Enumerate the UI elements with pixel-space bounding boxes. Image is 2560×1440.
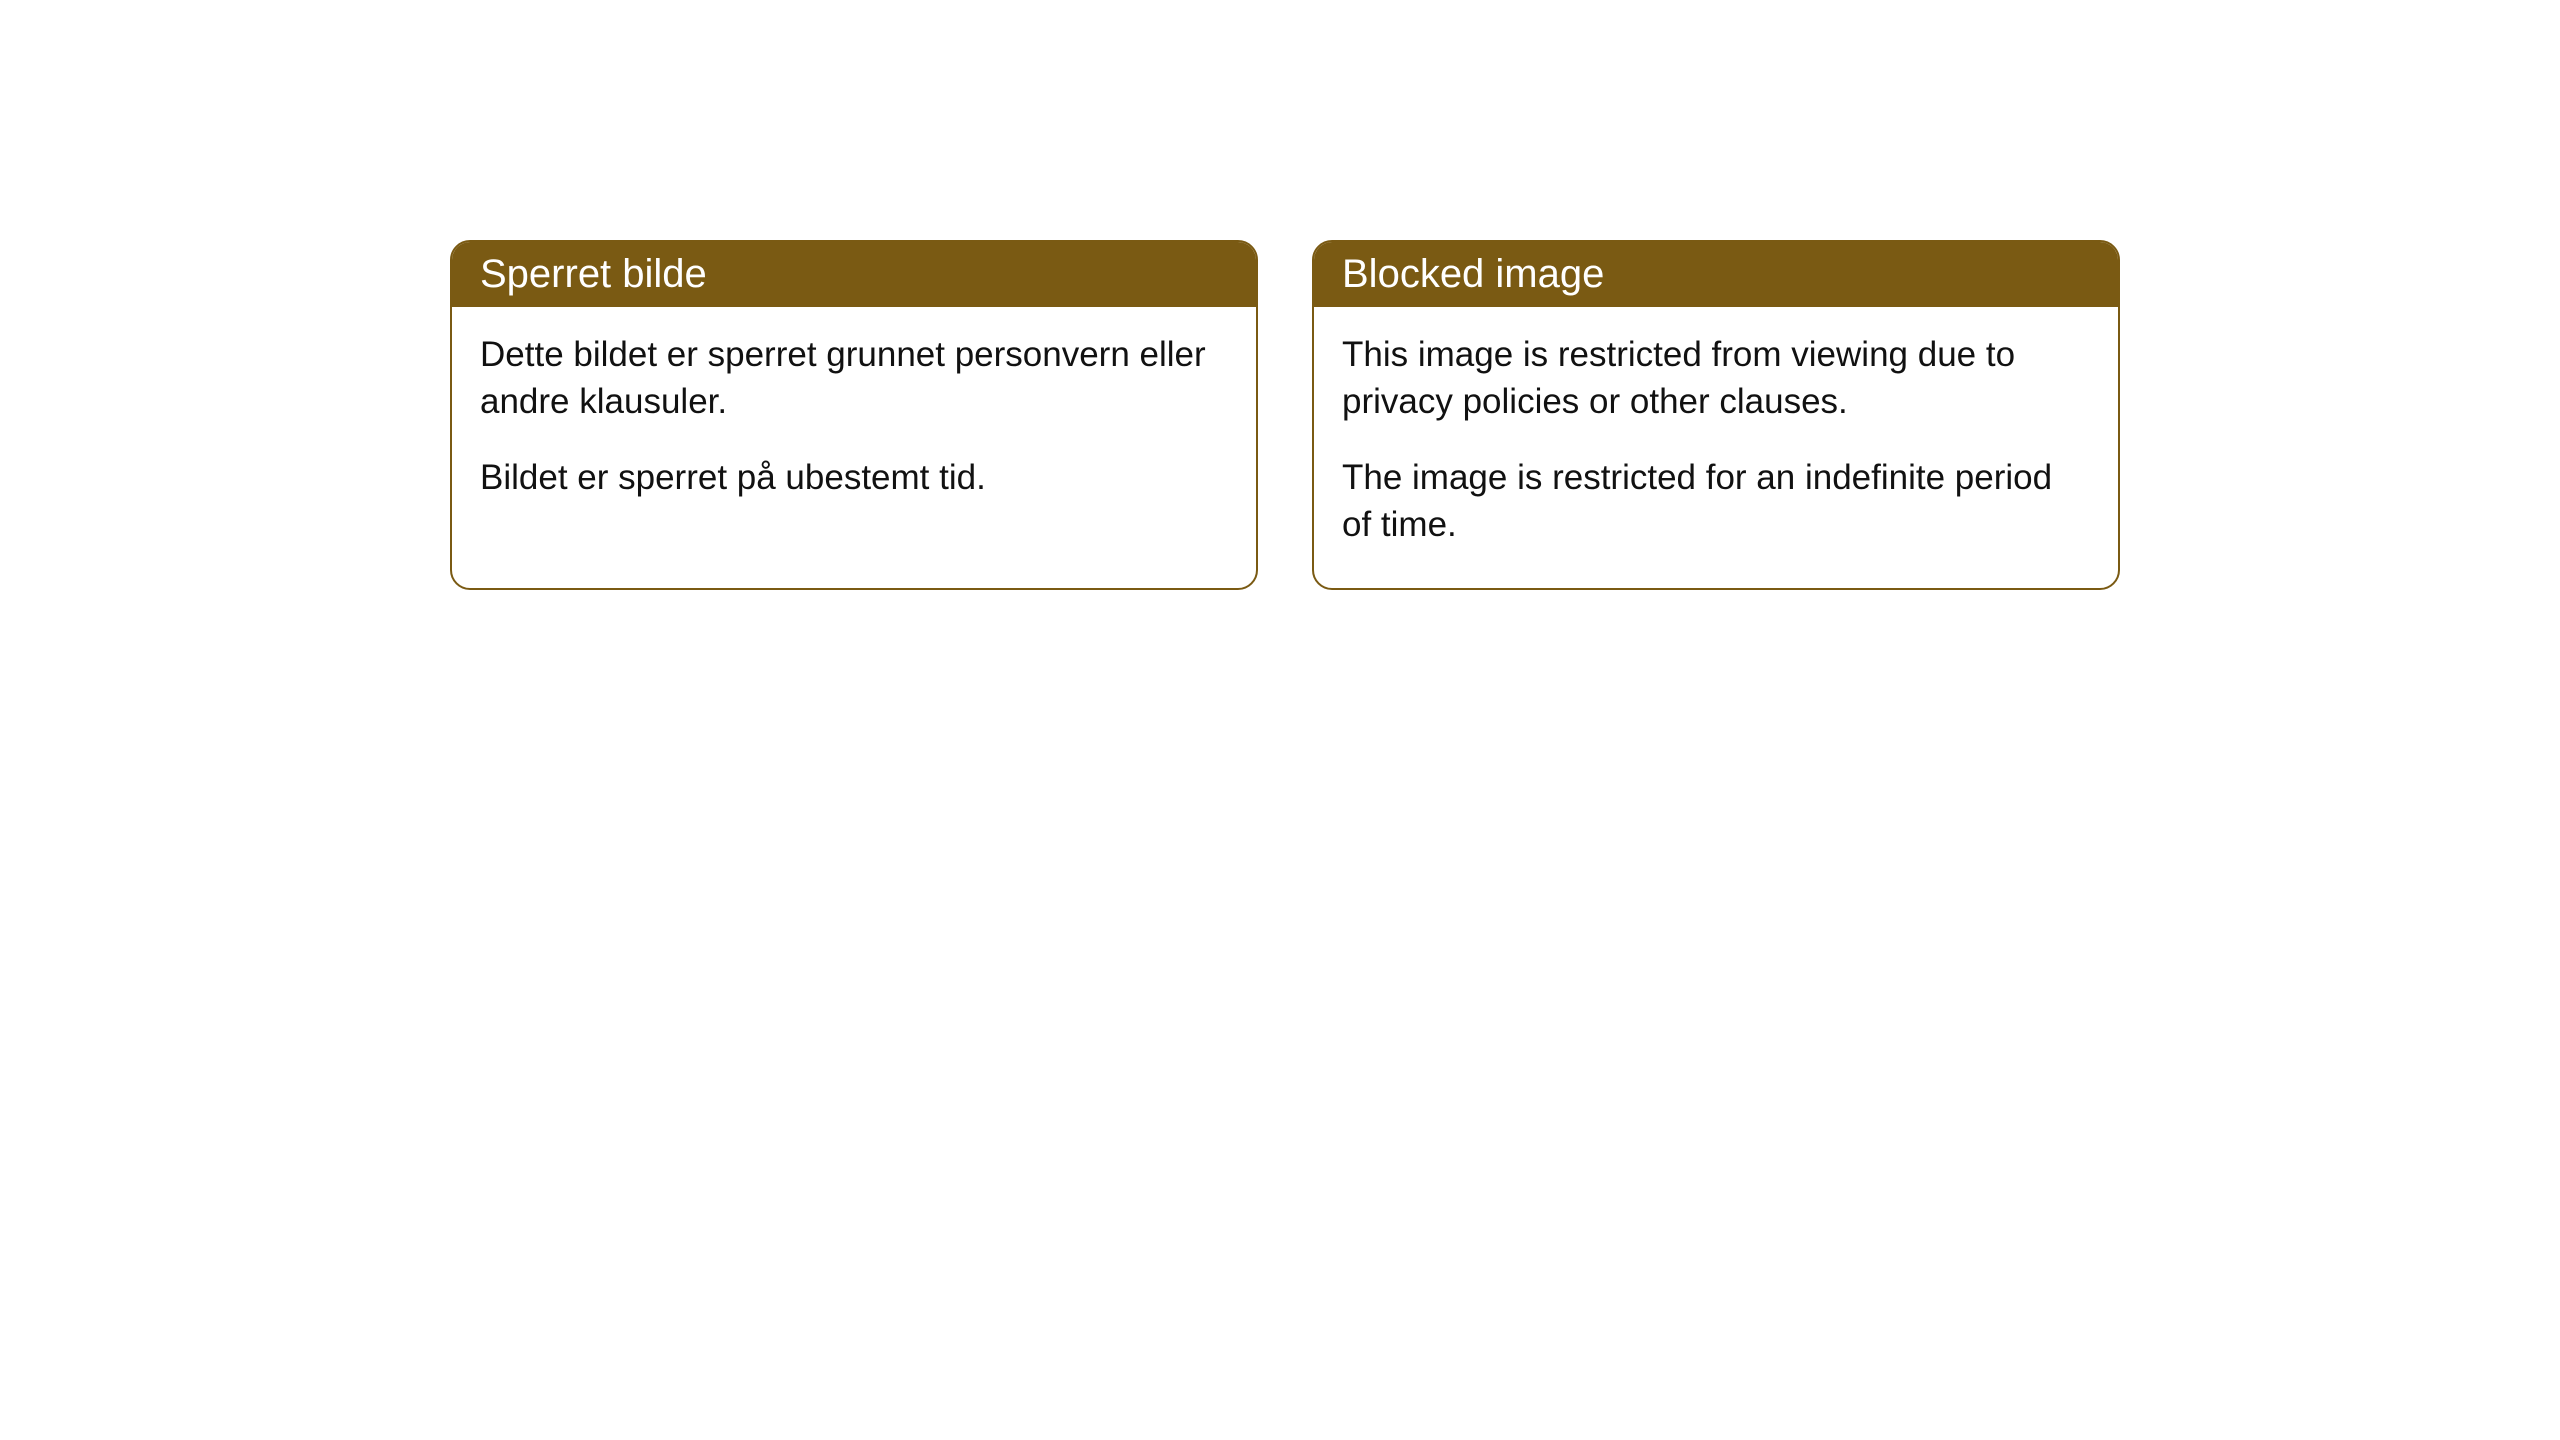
- card-title: Blocked image: [1342, 252, 1604, 296]
- card-paragraph: Dette bildet er sperret grunnet personve…: [480, 331, 1228, 426]
- card-paragraph: The image is restricted for an indefinit…: [1342, 454, 2090, 549]
- card-header-english: Blocked image: [1314, 242, 2118, 307]
- card-title: Sperret bilde: [480, 252, 707, 296]
- card-english: Blocked image This image is restricted f…: [1312, 240, 2120, 590]
- card-body-english: This image is restricted from viewing du…: [1314, 307, 2118, 588]
- card-header-norwegian: Sperret bilde: [452, 242, 1256, 307]
- card-paragraph: This image is restricted from viewing du…: [1342, 331, 2090, 426]
- card-norwegian: Sperret bilde Dette bildet er sperret gr…: [450, 240, 1258, 590]
- card-body-norwegian: Dette bildet er sperret grunnet personve…: [452, 307, 1256, 541]
- cards-container: Sperret bilde Dette bildet er sperret gr…: [450, 240, 2120, 590]
- card-paragraph: Bildet er sperret på ubestemt tid.: [480, 454, 1228, 501]
